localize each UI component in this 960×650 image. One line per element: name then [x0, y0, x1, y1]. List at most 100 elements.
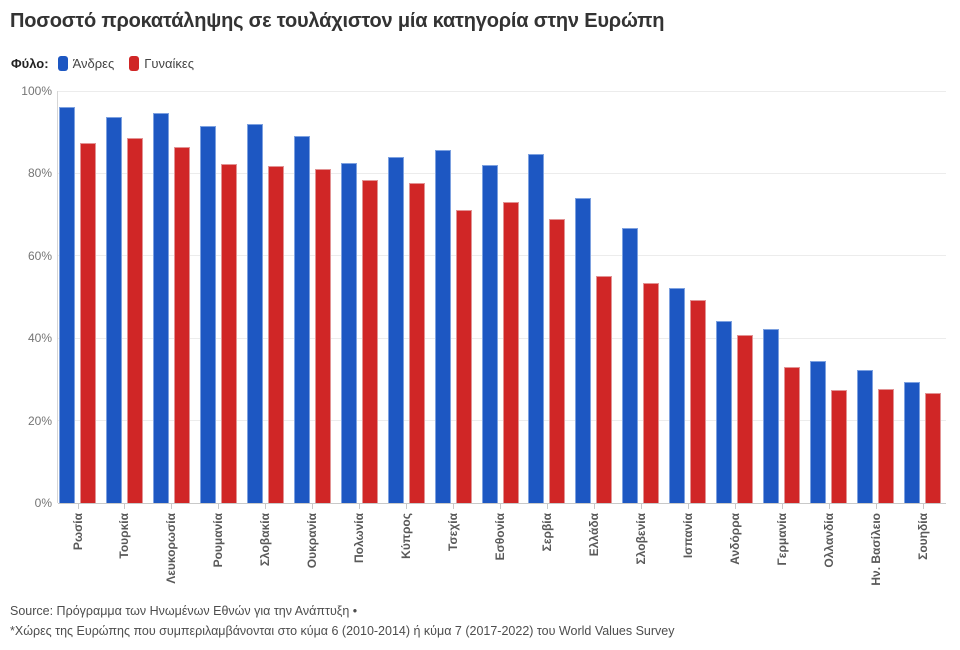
- bar-men-Ρωσία: [59, 107, 75, 503]
- gridline-80%: [58, 172, 946, 174]
- gridline-0%: [58, 502, 946, 504]
- x-label-Σουηδία: Σουηδία: [915, 513, 930, 560]
- x-axis-tick: [359, 504, 361, 509]
- bar-men-Σουηδία: [904, 381, 920, 503]
- bar-men-Ολλανδία: [810, 360, 827, 503]
- source-line-1: Source: Πρόγραμμα των Ηνωμένων Εθνών για…: [10, 604, 358, 618]
- bar-women-Λευκορωσία: [173, 146, 190, 503]
- bar-women-Ανδόρρα: [737, 334, 754, 503]
- bar-women-Ρουμανία: [220, 163, 237, 503]
- bar-men-Λευκορωσία: [152, 113, 169, 503]
- x-axis-tick: [453, 504, 455, 509]
- x-label-Κύπρος: Κύπρος: [399, 513, 414, 559]
- gridline-40%: [58, 337, 946, 339]
- bar-women-Τουρκία: [126, 137, 143, 503]
- bar-men-Ισπανία: [669, 287, 686, 503]
- x-axis-tick: [922, 504, 924, 509]
- x-label-Σλοβακία: Σλοβακία: [258, 513, 273, 567]
- source-note: Source: Πρόγραμμα των Ηνωμένων Εθνών για…: [10, 601, 675, 641]
- bar-men-Ελλάδα: [575, 197, 592, 503]
- source-line-2: *Χώρες της Ευρώπης που συμπεριλαμβάνοντα…: [10, 624, 675, 638]
- bar-men-Σλοβακία: [246, 124, 263, 503]
- x-label-Λευκορωσία: Λευκορωσία: [164, 513, 179, 584]
- legend-item-women-label: Γυναίκες: [144, 56, 194, 71]
- y-tick-label: 100%: [21, 84, 52, 98]
- bar-women-Πολωνία: [361, 179, 378, 503]
- x-label-Ρωσία: Ρωσία: [70, 513, 85, 551]
- x-axis-tick: [500, 504, 501, 509]
- x-label-Ελλάδα: Ελλάδα: [586, 513, 601, 557]
- x-label-Πολωνία: Πολωνία: [352, 513, 367, 564]
- x-axis-tick: [218, 504, 220, 509]
- bar-men-Ρουμανία: [199, 125, 216, 503]
- x-axis-tick: [171, 504, 173, 509]
- legend-item-women: Γυναίκες: [129, 56, 194, 71]
- bar-women-Γερμανία: [784, 366, 801, 503]
- bar-men-Κύπρος: [387, 157, 404, 503]
- bar-women-Σουηδία: [925, 393, 941, 503]
- bar-men-Ανδόρρα: [716, 320, 733, 503]
- x-axis-tick: [781, 504, 783, 509]
- x-label-Γερμανία: Γερμανία: [774, 513, 789, 566]
- bar-women-Σλοβενία: [643, 282, 660, 503]
- bar-women-Ελλάδα: [596, 275, 613, 503]
- bar-women-Σλοβακία: [267, 165, 284, 503]
- bar-women-Κύπρος: [408, 182, 425, 503]
- bar-men-Πολωνία: [340, 162, 357, 503]
- x-label-Ολλανδία: Ολλανδία: [821, 513, 836, 568]
- x-label-Εσθονία: Εσθονία: [493, 513, 507, 561]
- x-label-Ανδόρρα: Ανδόρρα: [727, 513, 742, 565]
- gridline-60%: [58, 255, 946, 257]
- bar-men-Σερβία: [528, 154, 545, 503]
- x-label-Ισπανία: Ισπανία: [680, 513, 695, 559]
- bar-men-Ουκρανία: [293, 135, 310, 503]
- x-axis-tick: [687, 504, 689, 509]
- bar-women-Εσθονία: [502, 201, 519, 503]
- gridline-100%: [58, 90, 946, 92]
- bar-men-Τουρκία: [105, 116, 122, 503]
- bar-men-Ην. Βασίλειο: [857, 369, 874, 503]
- bar-men-Σλοβενία: [622, 227, 639, 503]
- x-axis-tick: [312, 504, 314, 509]
- y-tick-label: 40%: [27, 331, 52, 346]
- x-axis-tick: [875, 504, 877, 509]
- bar-men-Τσεχία: [434, 149, 451, 503]
- x-label-Σλοβενία: Σλοβενία: [633, 513, 648, 565]
- women-swatch-icon: [129, 56, 140, 71]
- bar-women-Σερβία: [549, 218, 566, 503]
- x-axis-tick: [640, 504, 642, 509]
- y-tick-label: 0%: [34, 496, 52, 510]
- legend-item-men-label: Άνδρες: [72, 56, 115, 71]
- x-axis-tick: [406, 504, 408, 509]
- bar-women-Ην. Βασίλειο: [878, 388, 895, 503]
- y-tick-label: 20%: [27, 413, 52, 428]
- bar-women-Ολλανδία: [831, 390, 848, 503]
- x-label-Τσεχία: Τσεχία: [446, 513, 461, 551]
- x-axis-tick: [265, 504, 267, 509]
- bar-men-Γερμανία: [763, 328, 780, 503]
- legend: Φύλο: Άνδρες Γυναίκες: [11, 56, 209, 71]
- x-axis-tick: [546, 504, 548, 509]
- y-axis-line: [57, 91, 58, 503]
- x-axis-tick: [77, 504, 79, 509]
- x-label-Τουρκία: Τουρκία: [117, 513, 132, 559]
- bar-women-Ουκρανία: [314, 169, 331, 503]
- y-tick-label: 80%: [27, 166, 52, 181]
- gridline-20%: [58, 420, 946, 422]
- y-tick-label: 60%: [27, 248, 52, 263]
- legend-item-men: Άνδρες: [57, 56, 115, 71]
- bar-women-Τσεχία: [455, 209, 472, 503]
- bar-men-Εσθονία: [481, 164, 498, 503]
- legend-gender-label: Φύλο:: [11, 56, 49, 71]
- x-label-Ουκρανία: Ουκρανία: [305, 513, 320, 569]
- x-axis-tick: [593, 504, 595, 509]
- bar-women-Ρωσία: [80, 143, 96, 503]
- x-label-Ην. Βασίλειο: Ην. Βασίλειο: [868, 513, 883, 586]
- bar-women-Ισπανία: [690, 299, 707, 503]
- chart-title: Ποσοστό προκατάληψης σε τουλάχιστον μία …: [10, 10, 665, 32]
- x-axis-tick: [828, 504, 830, 509]
- x-axis-tick: [734, 504, 736, 509]
- men-swatch-icon: [57, 56, 68, 71]
- x-label-Ρουμανία: Ρουμανία: [211, 513, 226, 568]
